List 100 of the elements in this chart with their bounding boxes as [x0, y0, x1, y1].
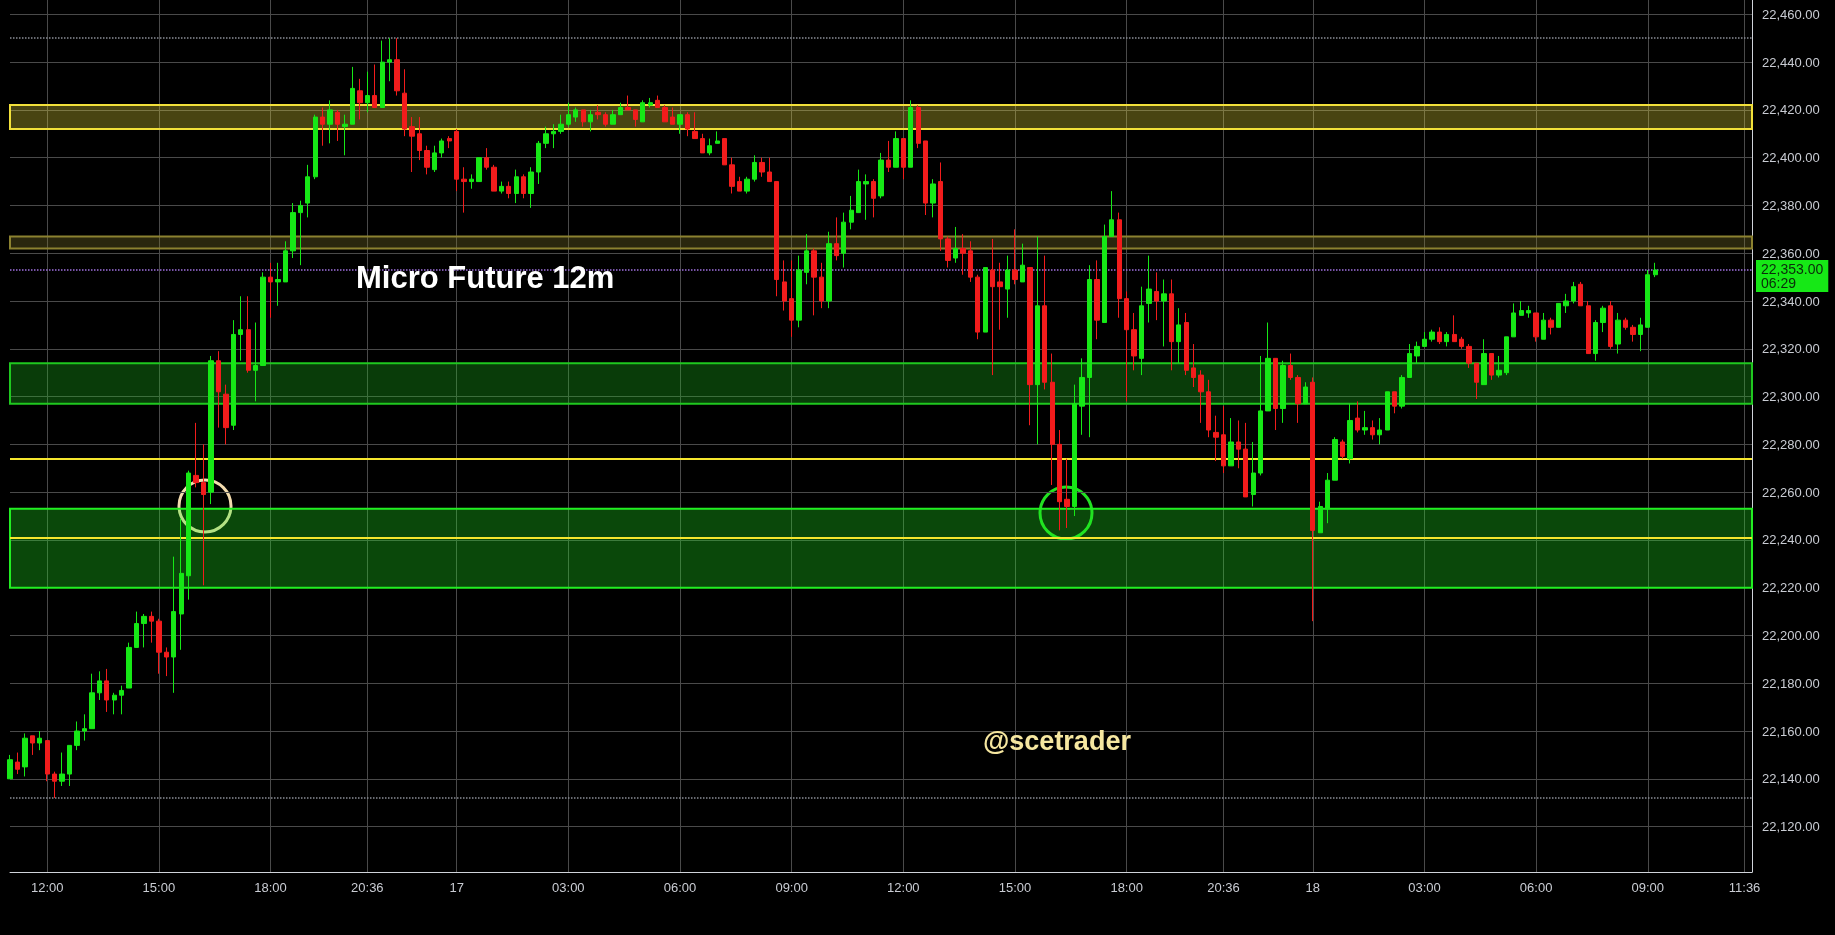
y-tick-label: 22,280.00 — [1762, 436, 1820, 452]
candlestick — [975, 274, 980, 340]
y-tick-label: 22,320.00 — [1762, 341, 1820, 357]
candlestick — [67, 744, 72, 787]
candlestick — [610, 109, 616, 125]
candlestick — [1645, 269, 1650, 328]
candlestick — [581, 109, 586, 128]
candlestick — [983, 267, 988, 333]
candlestick — [1407, 343, 1412, 378]
candlestick — [1295, 374, 1301, 424]
candlestick — [640, 99, 645, 123]
candlestick — [782, 259, 787, 312]
candlestick — [1176, 307, 1181, 364]
candlestick — [908, 99, 913, 168]
y-tick-label: 22,340.00 — [1762, 293, 1820, 309]
y-tick-label: 22,200.00 — [1762, 627, 1820, 643]
candlestick — [692, 111, 698, 140]
candlestick — [1087, 264, 1092, 438]
candlestick — [834, 216, 839, 261]
candlestick — [1504, 336, 1509, 376]
x-tick-label: 18:00 — [254, 880, 287, 895]
y-tick-label: 22,160.00 — [1762, 723, 1820, 739]
candlestick — [357, 78, 363, 120]
candlestick — [417, 116, 422, 161]
candlestick — [305, 164, 310, 218]
ref-line-label: 22,353.00 06:29 — [1761, 260, 1824, 291]
candlestick — [1228, 417, 1234, 467]
candlestick — [700, 133, 705, 154]
candlestick — [149, 611, 154, 644]
x-tick-label: 15:00 — [142, 880, 176, 895]
candlestick — [365, 71, 370, 113]
candlestick — [1139, 286, 1144, 376]
y-tick-label: 22,180.00 — [1762, 675, 1820, 691]
x-tick-label: 11:36 — [1728, 880, 1761, 895]
candlestick — [1057, 429, 1062, 531]
candlestick — [930, 178, 936, 218]
candlestick — [655, 95, 660, 109]
candlestick — [313, 114, 318, 180]
candlestick — [30, 735, 35, 756]
candlestick — [1079, 357, 1085, 436]
candlestick — [1064, 458, 1070, 529]
candlestick — [1444, 331, 1449, 347]
x-tick-label: 17 — [449, 880, 464, 895]
candlestick — [1459, 336, 1464, 350]
candlestick — [74, 720, 80, 751]
candlestick — [1533, 312, 1539, 343]
candlestick — [1399, 374, 1405, 410]
candlestick — [968, 240, 973, 283]
candlestick — [886, 140, 891, 173]
y-tick-label: 22,140.00 — [1762, 771, 1820, 787]
candlestick — [1347, 403, 1353, 464]
candlestick — [1340, 439, 1345, 460]
candlestick — [461, 166, 467, 214]
candlestick — [112, 692, 117, 715]
candlestick — [916, 104, 921, 149]
candlestick — [1303, 381, 1308, 405]
candlestick — [1332, 436, 1338, 481]
y-tick-label: 22,460.00 — [1762, 6, 1820, 22]
candlestick — [1251, 441, 1256, 507]
x-tick-label: 12:00 — [30, 880, 64, 895]
candlestick — [1578, 281, 1583, 307]
candlestick — [1593, 319, 1598, 362]
candlestick — [1124, 290, 1129, 402]
candlestick — [476, 157, 482, 183]
candlestick — [432, 145, 437, 173]
candlestick — [126, 642, 132, 689]
candlestick — [1519, 300, 1524, 316]
candlestick — [1005, 255, 1010, 319]
candlestick — [22, 732, 28, 777]
candlestick — [1437, 326, 1442, 345]
candlestick — [141, 613, 147, 648]
candlestick — [1117, 212, 1122, 319]
candlestick — [997, 262, 1003, 331]
y-tick-label: 22,440.00 — [1762, 54, 1820, 70]
candlestick — [1020, 243, 1025, 283]
y-tick-label: 22,120.00 — [1762, 819, 1820, 835]
candlestick — [201, 443, 206, 586]
candlestick — [1571, 281, 1576, 304]
candlestick — [633, 109, 638, 128]
candlestick — [1608, 300, 1613, 350]
candlestick — [923, 140, 928, 216]
candlestick — [1072, 384, 1077, 517]
candlestick — [372, 64, 377, 109]
candlestick — [1213, 415, 1219, 462]
candlestick — [506, 181, 511, 199]
candlestick — [558, 114, 564, 135]
candlestick — [767, 157, 772, 183]
candlestick — [893, 130, 899, 168]
candlestick — [104, 668, 109, 713]
candlestick — [648, 97, 653, 109]
candlestick — [715, 130, 720, 144]
candlestick — [290, 202, 296, 259]
candlestick — [1548, 317, 1554, 335]
candlestick — [677, 114, 683, 135]
x-tick-label: 12:00 — [887, 880, 920, 895]
candlestick — [402, 68, 407, 137]
candlestick — [134, 611, 139, 648]
candlestick — [1184, 312, 1189, 376]
candlestick — [1429, 329, 1435, 343]
candlestick — [1377, 417, 1382, 445]
